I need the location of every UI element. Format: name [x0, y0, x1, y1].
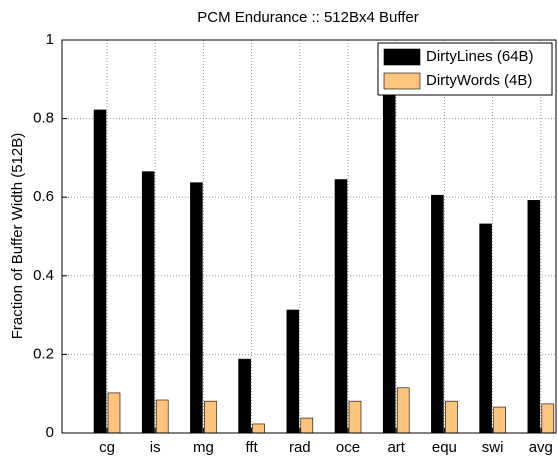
- bar: [348, 400, 362, 434]
- bar: [204, 400, 217, 434]
- bar: [479, 223, 492, 434]
- bar: [286, 309, 300, 434]
- bar: [141, 171, 155, 434]
- x-tick-label: is: [150, 439, 161, 456]
- y-axis-label: Fraction of Buffer Width (512B): [9, 133, 26, 339]
- bar: [382, 66, 396, 434]
- legend-label: DirtyLines (64B): [426, 48, 534, 65]
- bar: [155, 399, 169, 434]
- bar: [107, 392, 121, 434]
- x-tick-label: art: [387, 439, 405, 456]
- x-tick-label: avg: [529, 439, 553, 456]
- x-tick-label: rad: [289, 439, 311, 456]
- x-tick-label: swi: [482, 439, 504, 456]
- y-tick-label: 1: [46, 31, 54, 48]
- bar: [190, 182, 203, 434]
- y-tick-label: 0.4: [33, 267, 54, 284]
- bar: [334, 179, 348, 434]
- x-tick-label: oce: [336, 439, 360, 456]
- bar: [431, 194, 444, 434]
- y-tick-label: 0.6: [33, 188, 54, 205]
- y-tick-label: 0.8: [33, 110, 54, 127]
- chart-title: PCM Endurance :: 512Bx4 Buffer: [197, 9, 419, 26]
- x-tick-label: cg: [99, 439, 115, 456]
- bar: [541, 403, 555, 434]
- legend-label: DirtyWords (4B): [426, 72, 532, 89]
- bar: [300, 417, 314, 434]
- bar: [527, 200, 541, 434]
- bar: [445, 400, 458, 434]
- legend: DirtyLines (64B) DirtyWords (4B): [377, 42, 553, 96]
- y-tick-label: 0: [46, 424, 54, 441]
- x-tick-label: mg: [193, 439, 214, 456]
- x-tick-label: equ: [432, 439, 457, 456]
- legend-swatch: [383, 48, 421, 66]
- bar: [396, 387, 410, 434]
- y-tick-label: 0.2: [33, 345, 54, 362]
- bar: [238, 358, 251, 434]
- plot-frame: [61, 39, 557, 434]
- legend-swatch: [383, 72, 421, 90]
- bar: [493, 406, 506, 434]
- bar: [93, 109, 107, 434]
- x-tick-label: fft: [245, 439, 258, 456]
- bar: [252, 423, 265, 434]
